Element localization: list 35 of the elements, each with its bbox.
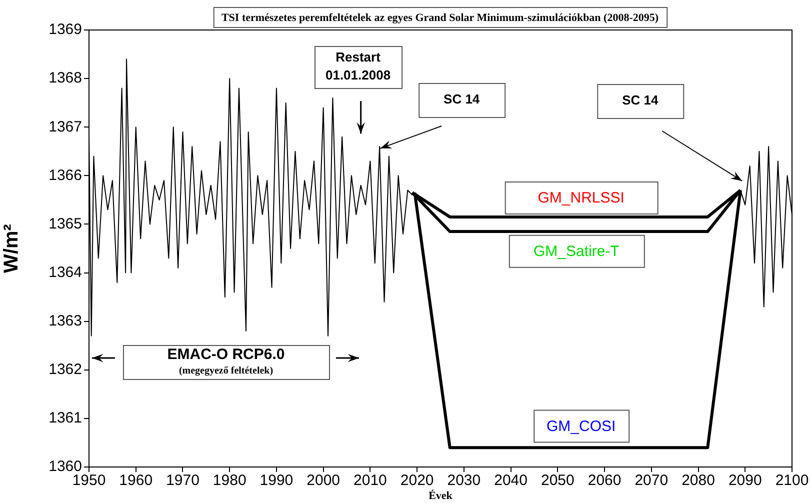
x-tick-label: 2060 [588, 472, 622, 490]
series-label: GM_COSI [546, 418, 616, 435]
x-tick-label: 2100 [775, 472, 809, 490]
y-tick-label: 1361 [48, 410, 82, 427]
y-tick-label: 1368 [48, 70, 82, 87]
x-tick-label: 2030 [447, 472, 481, 490]
x-tick-label: 2090 [728, 472, 762, 490]
x-tick-label: 2040 [494, 472, 528, 490]
y-tick-label: 1366 [48, 166, 82, 184]
x-tick-label: 2000 [306, 472, 340, 490]
x-tick-label: 1990 [260, 472, 294, 490]
x-tick-label: 2010 [354, 472, 387, 490]
x-tick-label: 2080 [682, 472, 715, 490]
annotation: EMAC-O RCP6.0 [167, 346, 285, 364]
annotation: (megegyező feltételek) [178, 366, 274, 377]
x-tick-label: 2020 [400, 472, 434, 490]
x-tick-label: 2070 [634, 472, 668, 490]
x-tick-label: 1960 [119, 472, 153, 490]
y-tick-label: 1364 [48, 264, 82, 281]
series-label: GM_NRLSSI [538, 190, 624, 207]
y-tick-label: 1362 [48, 361, 82, 378]
x-tick-label: 1970 [166, 472, 200, 490]
y-tick-label: 1367 [48, 118, 82, 136]
chart-title: TSI természetes peremfeltételek az egyes Grand Solar Minimum-szimulációkban (2008-2095) [221, 12, 659, 24]
y-tick-label: 1365 [48, 215, 82, 232]
x-axis-title: Évek [428, 489, 454, 502]
y-axis-title: W/m² [0, 224, 23, 273]
y-tick-label: 1363 [48, 312, 82, 330]
annotation: Restart 01.01.2008 [325, 50, 391, 83]
x-tick-label: 2050 [540, 472, 574, 490]
series-label: GM_Satire-T [533, 243, 620, 260]
annotation: SC 14 [622, 92, 659, 108]
y-tick-label: 1369 [48, 21, 82, 38]
annotation: SC 14 [444, 92, 480, 107]
x-tick-label: 1980 [212, 472, 246, 490]
